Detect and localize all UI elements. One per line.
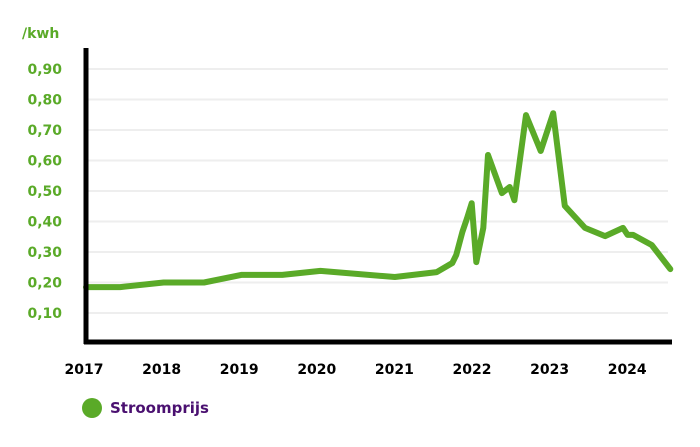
legend-label: Stroomprijs	[110, 399, 209, 417]
y-tick-label: 0,70	[27, 123, 62, 139]
x-tick-label: 2023	[530, 362, 569, 378]
y-tick-label: 0,10	[27, 306, 62, 322]
y-tick-label: 0,30	[27, 245, 62, 261]
x-tick-label: 2021	[375, 362, 414, 378]
legend: Stroomprijs	[82, 398, 209, 418]
y-tick-label: 0,90	[27, 62, 62, 78]
y-axis-label: /kwh	[22, 26, 59, 42]
x-tick-label: 2018	[142, 362, 181, 378]
series-line-stroomprijs	[83, 110, 674, 291]
legend-marker	[82, 398, 102, 418]
x-tick-label: 2019	[220, 362, 259, 378]
x-tick-label: 2022	[453, 362, 492, 378]
x-tick-label: 2017	[65, 362, 104, 378]
y-tick-label: 0,60	[27, 154, 62, 170]
x-tick-label: 2024	[608, 362, 647, 378]
y-tick-label: 0,50	[27, 184, 62, 200]
y-tick-label: 0,80	[27, 93, 62, 109]
y-tick-label: 0,20	[27, 276, 62, 292]
y-tick-label: 0,40	[27, 215, 62, 231]
x-tick-label: 2020	[297, 362, 336, 378]
